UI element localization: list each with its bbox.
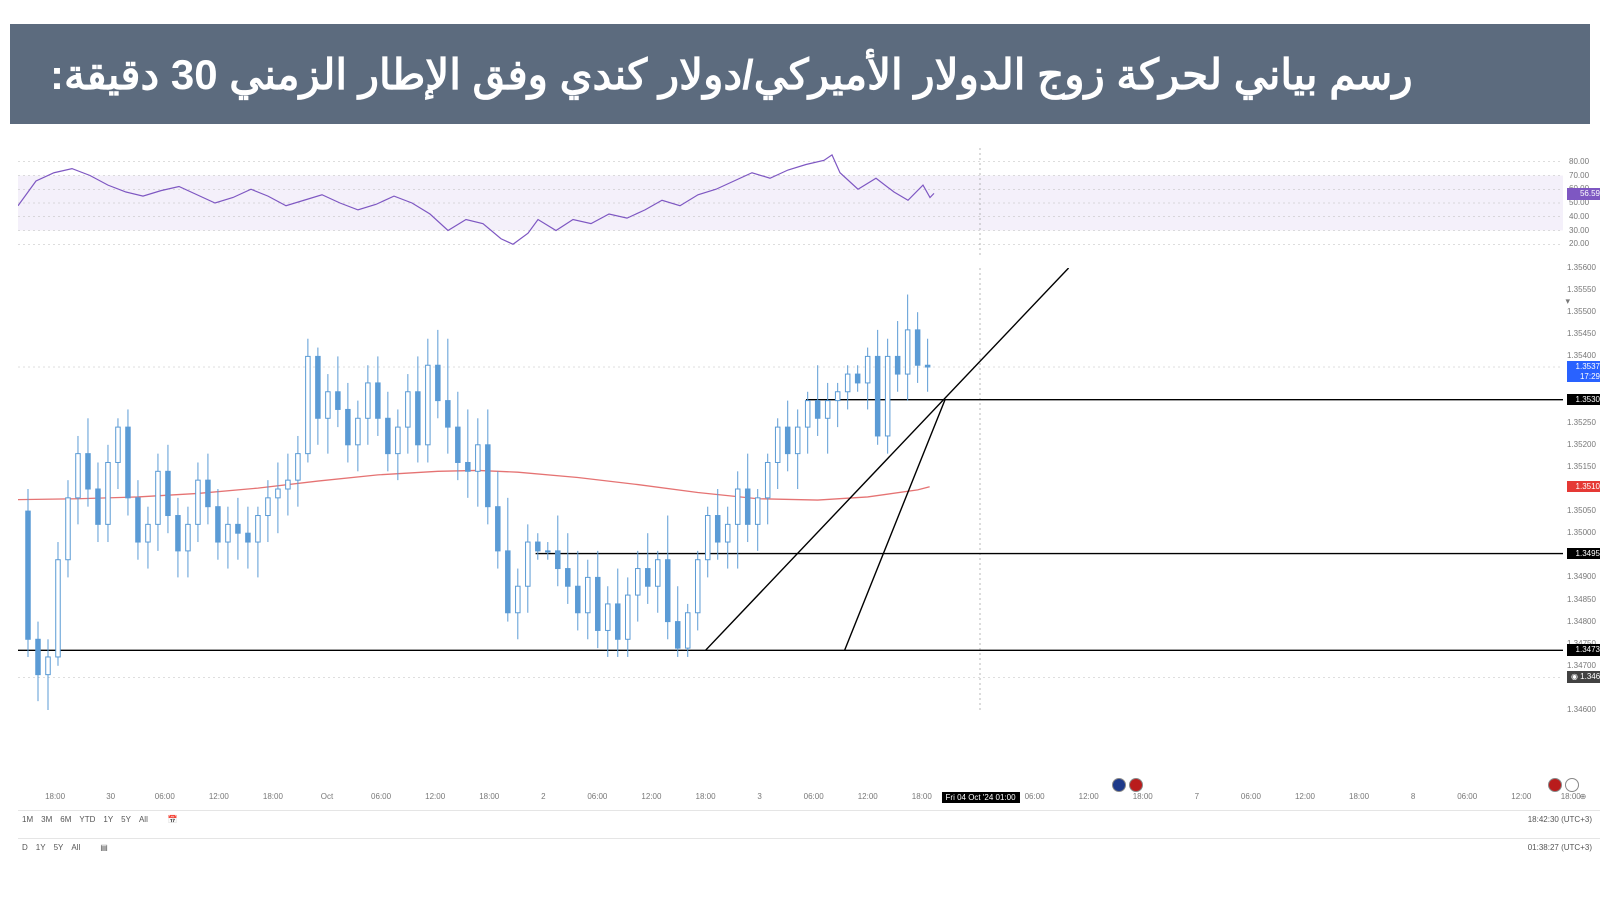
layers-icon[interactable]: ▤	[100, 843, 108, 852]
price-tick: 1.35200	[1567, 441, 1600, 449]
time-tick: 18:00	[263, 792, 283, 801]
time-tick: Oct	[321, 792, 333, 801]
price-tick: 1.35000	[1567, 529, 1600, 537]
timeframe-5y[interactable]: 5Y	[121, 815, 131, 824]
hline2-tag: 1.34954	[1567, 548, 1600, 560]
price-chart[interactable]	[18, 268, 1563, 710]
time-tick: 12:00	[209, 792, 229, 801]
time-tick: 06:00	[1241, 792, 1261, 801]
timeframe-all[interactable]: All	[71, 843, 80, 852]
price-tick: 1.35250	[1567, 419, 1600, 427]
time-tick: 12:00	[1295, 792, 1315, 801]
clock-1: 18:42:30 (UTC+3)	[1528, 815, 1592, 824]
timeframe-1m[interactable]: 1M	[22, 815, 33, 824]
hline1-tag: 1.35302	[1567, 394, 1600, 406]
timeframe-row-2: D 1Y 5Y All ▤ 01:38:27 (UTC+3)	[18, 838, 1600, 856]
timeframe-3m[interactable]: 3M	[41, 815, 52, 824]
flag-icon[interactable]	[1565, 778, 1579, 792]
price-tick: 1.35550	[1567, 286, 1600, 294]
time-tick: 3	[757, 792, 761, 801]
price-tick: 1.35050	[1567, 507, 1600, 515]
crosshair-y-tag: ◉ 1.34674	[1567, 671, 1600, 683]
rsi-tick: 80.00	[1569, 157, 1600, 166]
event-flags[interactable]	[1112, 778, 1143, 792]
timeframe-6m[interactable]: 6M	[60, 815, 71, 824]
time-tick: 12:00	[641, 792, 661, 801]
calendar-icon[interactable]: 📅	[168, 815, 178, 824]
price-tick: 1.34600	[1567, 706, 1600, 714]
time-tick: 12:00	[425, 792, 445, 801]
flag-icon[interactable]	[1548, 778, 1562, 792]
price-tick: 1.35400	[1567, 352, 1600, 360]
time-tick: 18:00	[45, 792, 65, 801]
title-text: رسم بياني لحركة زوج الدولار الأميركي/دول…	[50, 50, 1413, 99]
rsi-tick: 70.00	[1569, 171, 1600, 180]
title-banner: رسم بياني لحركة زوج الدولار الأميركي/دول…	[10, 24, 1590, 124]
price-tick: 1.35450	[1567, 330, 1600, 338]
time-tick: 2	[541, 792, 545, 801]
time-tick: 18:00	[912, 792, 932, 801]
rsi-value-tag: 56.59	[1567, 188, 1600, 200]
ma-price-tag: 1.35105	[1567, 481, 1600, 493]
price-tick: 1.35150	[1567, 463, 1600, 471]
bid-price-tag: 1.35376 17:29	[1567, 361, 1600, 382]
time-tick: 06:00	[155, 792, 175, 801]
time-tick: 06:00	[1457, 792, 1477, 801]
time-tick: 12:00	[1511, 792, 1531, 801]
hline3-tag: 1.34735	[1567, 644, 1600, 656]
timeframe-all[interactable]: All	[139, 815, 148, 824]
timeframe-row-1: 1M 3M 6M YTD 1Y 5Y All 📅 18:42:30 (UTC+3)	[18, 810, 1600, 828]
time-tick: 30	[106, 792, 115, 801]
price-tick: 1.35500	[1567, 308, 1600, 316]
time-tick: 18:00	[1561, 792, 1581, 801]
main-chart-panel[interactable]: 1.346001.347001.347501.348001.348501.349…	[18, 268, 1563, 710]
time-tick: 18:00	[1349, 792, 1369, 801]
price-tick: 1.34800	[1567, 618, 1600, 626]
price-tick: 1.35600	[1567, 264, 1600, 272]
time-tick: 18:00	[1133, 792, 1153, 801]
rsi-panel[interactable]: 20.0030.0040.0050.0060.0070.0080.00 56.5…	[18, 148, 1563, 258]
rsi-chart[interactable]	[18, 148, 1563, 258]
clock-2: 01:38:27 (UTC+3)	[1528, 843, 1592, 852]
chevron-down-icon[interactable]: ▾	[1565, 296, 1570, 307]
price-tick: 1.34850	[1567, 596, 1600, 604]
timeframe-5y[interactable]: 5Y	[54, 843, 64, 852]
price-tick: 1.34700	[1567, 662, 1600, 670]
goto-date-icon[interactable]: ⊕	[1580, 792, 1587, 801]
time-tick: 06:00	[1025, 792, 1045, 801]
timeframe-1y[interactable]: 1Y	[103, 815, 113, 824]
time-x-axis[interactable]: 18:00 30 06:00 12:00 18:00 Oct 06:00 12:00 18:00…	[18, 792, 1563, 806]
flag-icon[interactable]	[1112, 778, 1126, 792]
flag-icon[interactable]	[1129, 778, 1143, 792]
time-tick: 06:00	[804, 792, 824, 801]
time-tick: 06:00	[587, 792, 607, 801]
time-tick: Fri 04 Oct '24 01:00	[942, 792, 1020, 803]
rsi-tick: 40.00	[1569, 212, 1600, 221]
timeframe-1y[interactable]: 1Y	[36, 843, 46, 852]
timeframe-d[interactable]: D	[22, 843, 28, 852]
timeframe-ytd[interactable]: YTD	[79, 815, 95, 824]
rsi-tick: 30.00	[1569, 226, 1600, 235]
time-tick: 18:00	[696, 792, 716, 801]
time-tick: 12:00	[858, 792, 878, 801]
time-tick: 06:00	[371, 792, 391, 801]
time-tick: 7	[1195, 792, 1199, 801]
time-tick: 12:00	[1079, 792, 1099, 801]
rsi-tick: 20.00	[1569, 239, 1600, 248]
time-tick: 8	[1411, 792, 1415, 801]
time-tick: 18:00	[479, 792, 499, 801]
event-flags[interactable]	[1548, 778, 1579, 792]
price-tick: 1.34900	[1567, 573, 1600, 581]
